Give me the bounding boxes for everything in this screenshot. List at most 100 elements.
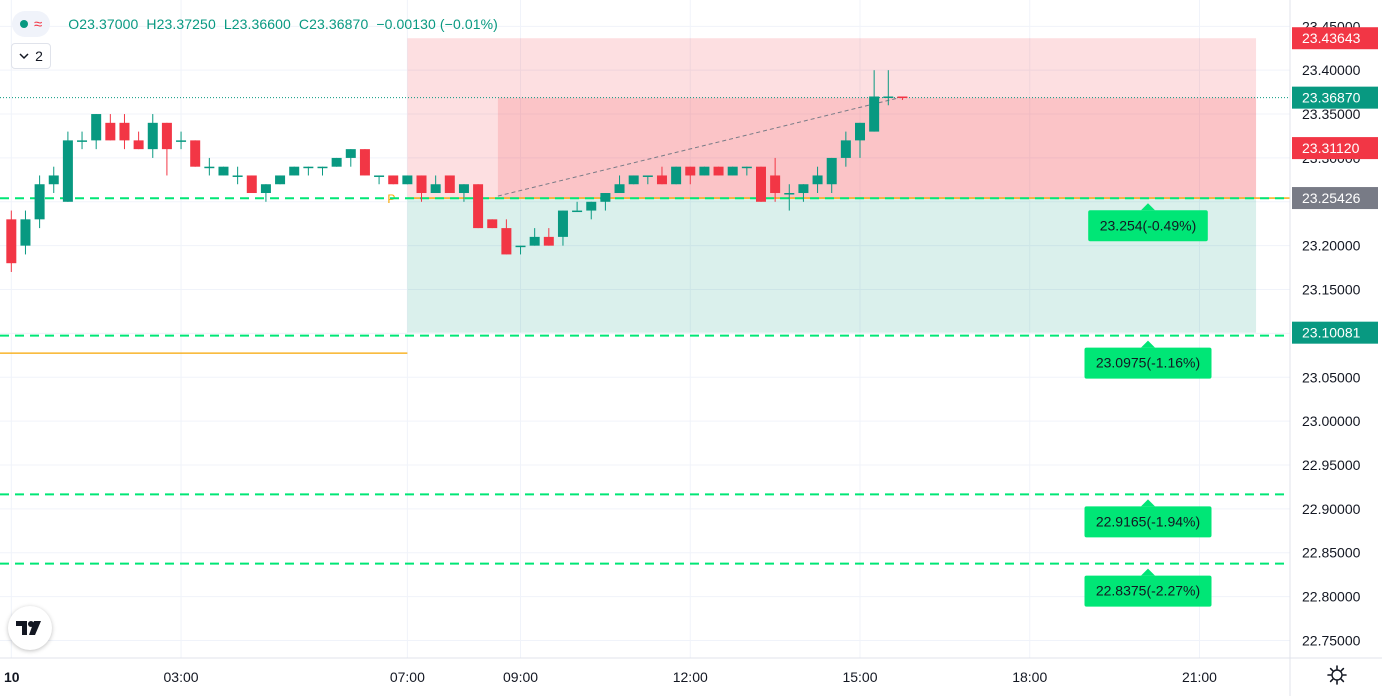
candle-body xyxy=(190,140,201,167)
price-axis-badge-label: 23.10081 xyxy=(1302,325,1361,341)
price-tick-label: 22.95000 xyxy=(1302,457,1361,473)
candle-body xyxy=(826,157,837,185)
candle-body xyxy=(34,184,45,220)
candle-body xyxy=(260,184,271,194)
target-badge-label: 23.0975(-1.16%) xyxy=(1096,355,1200,371)
price-tick-label: 23.20000 xyxy=(1302,238,1361,254)
candle-body xyxy=(6,219,17,264)
price-tick-label: 22.75000 xyxy=(1302,632,1361,648)
tradingview-logo-icon[interactable] xyxy=(8,606,52,650)
candle-body xyxy=(473,184,484,229)
candle-body xyxy=(77,140,88,142)
candle-body xyxy=(727,166,738,176)
time-tick-label: 12:00 xyxy=(673,669,708,685)
candle-body xyxy=(374,175,385,177)
candle-body xyxy=(586,201,597,211)
candle-body xyxy=(855,122,865,141)
price-tick-label: 23.40000 xyxy=(1302,62,1361,78)
candle-body xyxy=(741,166,752,169)
price-tick-label: 23.15000 xyxy=(1302,282,1361,298)
market-status-pill[interactable]: ≈ xyxy=(12,11,51,37)
time-tick-label: 15:00 xyxy=(842,669,877,685)
gear-icon[interactable] xyxy=(1324,662,1350,688)
target-badge xyxy=(1088,210,1208,242)
target-badge-arrow xyxy=(1141,499,1155,507)
high-value: H23.37250 xyxy=(146,16,216,32)
price-axis-badge xyxy=(1292,187,1378,210)
price-axis-badge xyxy=(1292,137,1378,160)
open-value: O23.37000 xyxy=(68,16,139,32)
candle-body xyxy=(48,175,59,185)
candle-body xyxy=(458,184,469,194)
target-badge-arrow xyxy=(1141,340,1155,348)
candle-body xyxy=(557,210,568,237)
candle-body xyxy=(543,236,554,246)
candle-body xyxy=(515,245,526,248)
candle-body xyxy=(331,157,342,167)
candle-body xyxy=(176,140,187,142)
candle-body xyxy=(685,166,696,176)
candle-body xyxy=(430,184,441,194)
candle-body xyxy=(614,184,625,194)
time-tick-label: 07:00 xyxy=(390,669,425,685)
candle-body xyxy=(275,175,286,185)
candle-body xyxy=(416,175,427,194)
candle-body xyxy=(572,210,583,213)
candle-body xyxy=(784,193,795,195)
time-tick-label: 18:00 xyxy=(1012,669,1047,685)
time-tick-label: 10 xyxy=(4,669,20,685)
candle-body xyxy=(487,219,498,229)
candle-body xyxy=(133,140,144,150)
candle-body xyxy=(218,166,229,176)
candle-body xyxy=(812,175,823,185)
candle-body xyxy=(671,166,682,185)
candle-body xyxy=(20,219,31,246)
position-trend-line xyxy=(497,97,900,197)
candle-body xyxy=(840,140,851,158)
change-value: −0.00130 (−0.01%) xyxy=(376,16,498,32)
candle-body xyxy=(883,96,894,99)
price-axis-badge-label: 23.25426 xyxy=(1302,190,1361,206)
candle-body xyxy=(345,149,356,158)
wave-icon: ≈ xyxy=(34,15,43,33)
candle-body xyxy=(628,175,639,185)
price-axis-badge-label: 23.31120 xyxy=(1302,140,1360,156)
candle-body xyxy=(798,184,809,194)
candle-body xyxy=(388,175,399,185)
price-axis-badge-label: 23.43643 xyxy=(1302,30,1361,46)
candle-body xyxy=(642,175,653,177)
close-value: C23.36870 xyxy=(298,16,369,32)
target-badge-label: 23.254(-0.49%) xyxy=(1100,217,1197,233)
status-dot-icon xyxy=(20,20,28,28)
candle-body xyxy=(755,166,766,202)
candle-body xyxy=(204,166,215,169)
target-badge-label: 22.8375(-2.27%) xyxy=(1096,583,1200,599)
candle-body xyxy=(529,236,540,246)
target-badge-arrow xyxy=(1141,568,1155,576)
time-tick-label: 03:00 xyxy=(164,669,199,685)
candle-body xyxy=(303,166,314,169)
ohlc-values: O23.37000 H23.37250 L23.36600 C23.36870 … xyxy=(68,16,498,32)
candle-body xyxy=(105,122,116,141)
candle-body xyxy=(317,166,328,169)
candle-body xyxy=(62,140,73,202)
indicators-toggle-button[interactable]: 2 xyxy=(11,43,51,69)
target-badge xyxy=(1084,506,1212,538)
candle-body xyxy=(232,175,243,177)
price-tick-label: 22.85000 xyxy=(1302,545,1361,561)
candle-body xyxy=(402,175,413,185)
price-tick-label: 23.35000 xyxy=(1302,106,1361,122)
price-tick-label: 23.00000 xyxy=(1302,413,1361,429)
candle-body xyxy=(897,96,908,99)
low-value: L23.36600 xyxy=(223,16,291,32)
candle-body xyxy=(161,122,172,150)
candle-body xyxy=(119,122,130,141)
candle-body xyxy=(713,166,724,176)
target-badge xyxy=(1084,575,1212,607)
candle-body xyxy=(444,175,455,194)
time-tick-label: 21:00 xyxy=(1182,669,1217,685)
chevron-down-icon xyxy=(19,48,29,64)
indicator-count: 2 xyxy=(35,48,43,64)
legend-bar: ≈ O23.37000 H23.37250 L23.36600 C23.3687… xyxy=(12,9,498,39)
